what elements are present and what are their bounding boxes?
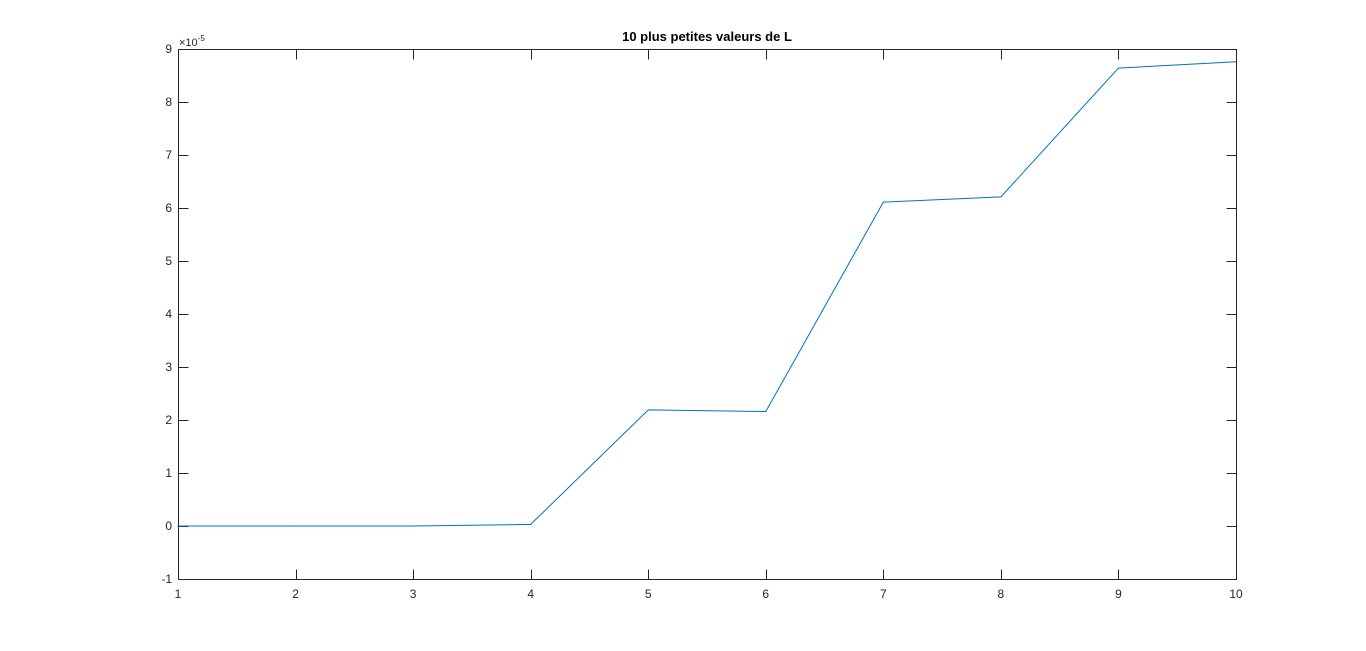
series-line bbox=[178, 61, 1237, 527]
series-lines bbox=[177, 61, 1237, 527]
data-point bbox=[1235, 61, 1237, 63]
y-tick-label: 5 bbox=[165, 254, 172, 268]
x-tick-label: 5 bbox=[645, 587, 652, 601]
y-tick-label: 6 bbox=[165, 201, 172, 215]
y-tick-label: -1 bbox=[161, 572, 172, 586]
y-tick-labels: -1 0 1 2 3 4 5 6 7 8 9 bbox=[161, 42, 172, 586]
x-tick-label: 9 bbox=[1115, 587, 1122, 601]
y-exponent-power: -5 bbox=[198, 34, 206, 43]
chart-title: 10 plus petites valeurs de L bbox=[622, 29, 792, 44]
data-point bbox=[882, 201, 884, 203]
y-tick-label: 4 bbox=[165, 307, 172, 321]
x-tick-label: 3 bbox=[410, 587, 417, 601]
y-tick-label: 9 bbox=[165, 42, 172, 56]
x-tick-label: 8 bbox=[998, 587, 1005, 601]
data-point bbox=[294, 525, 297, 527]
x-tick-labels: 1 2 3 4 5 6 7 8 9 10 bbox=[175, 587, 1243, 601]
plot-box bbox=[178, 49, 1237, 580]
data-point bbox=[177, 525, 179, 527]
data-point bbox=[412, 525, 414, 527]
x-tick-label: 2 bbox=[292, 587, 299, 601]
data-point bbox=[1117, 67, 1120, 69]
y-tick-label: 2 bbox=[165, 413, 172, 427]
x-tick-label: 4 bbox=[527, 587, 534, 601]
y-exponent-base: ×10 bbox=[179, 37, 198, 49]
y-exponent-label: ×10-5 bbox=[179, 34, 205, 49]
y-tick-label: 0 bbox=[165, 519, 172, 533]
data-point bbox=[1000, 196, 1002, 198]
y-tick-label: 7 bbox=[165, 148, 172, 162]
data-point bbox=[530, 523, 532, 526]
x-tick-label: 7 bbox=[880, 587, 887, 601]
x-tick-label: 10 bbox=[1229, 587, 1243, 601]
data-point bbox=[765, 410, 767, 413]
x-tick-label: 6 bbox=[762, 587, 769, 601]
x-tick-label: 1 bbox=[175, 587, 182, 601]
y-tick-label: 3 bbox=[165, 360, 172, 374]
y-tick-label: 1 bbox=[165, 466, 172, 480]
y-tick-label: 8 bbox=[165, 95, 172, 109]
data-point bbox=[647, 409, 649, 411]
plot-area bbox=[178, 49, 1237, 580]
